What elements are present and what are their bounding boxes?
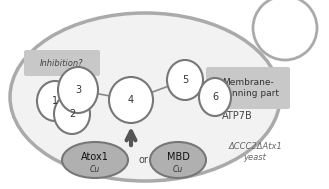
Ellipse shape (167, 60, 203, 100)
Ellipse shape (62, 142, 128, 178)
FancyBboxPatch shape (206, 67, 290, 109)
Text: 4: 4 (128, 95, 134, 105)
Ellipse shape (54, 94, 90, 134)
Circle shape (253, 0, 317, 60)
Ellipse shape (109, 77, 153, 123)
Text: or: or (138, 155, 148, 165)
Text: 2: 2 (69, 109, 75, 119)
Ellipse shape (58, 67, 98, 113)
Text: Atox1: Atox1 (81, 152, 109, 162)
Text: 5: 5 (182, 75, 188, 85)
Text: Membrane-
spanning part: Membrane- spanning part (216, 78, 280, 98)
FancyBboxPatch shape (24, 50, 100, 76)
Ellipse shape (37, 81, 73, 121)
Text: 6: 6 (212, 92, 218, 102)
Text: ΔCCC2ΔAtx1
yeast: ΔCCC2ΔAtx1 yeast (228, 142, 282, 162)
Text: Inhibition?: Inhibition? (40, 59, 84, 67)
Text: Cu: Cu (90, 164, 100, 174)
Ellipse shape (150, 142, 206, 178)
Text: 3: 3 (75, 85, 81, 95)
Text: Cu: Cu (173, 164, 183, 174)
Text: MBD: MBD (166, 152, 190, 162)
Ellipse shape (199, 78, 231, 116)
Ellipse shape (10, 13, 280, 181)
Text: 1: 1 (52, 96, 58, 106)
Text: ATP7B: ATP7B (222, 111, 252, 121)
